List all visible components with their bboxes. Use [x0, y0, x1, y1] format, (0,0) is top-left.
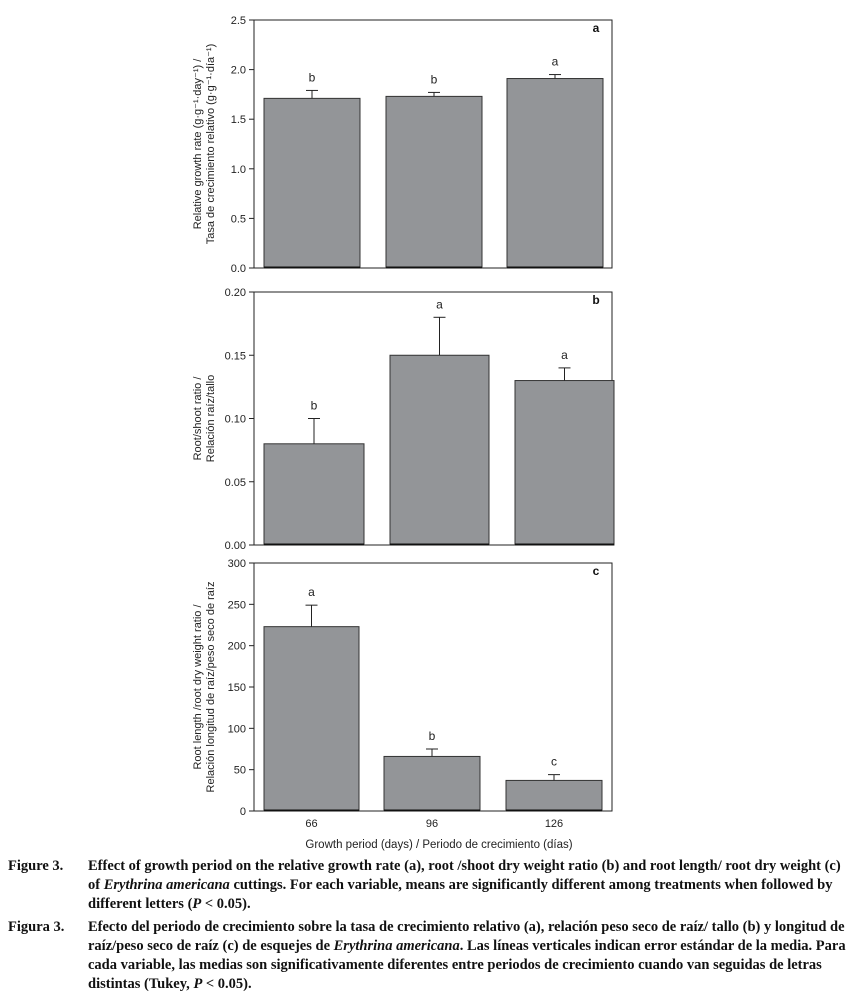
bar-66	[263, 626, 360, 812]
significance-letter: a	[308, 585, 315, 599]
y-axis-label: Root length /root dry weight ratio /Rela…	[192, 582, 217, 793]
caption-label: Figure 3.	[8, 858, 64, 874]
y-axis-label-line: Root/shoot ratio /	[192, 376, 204, 461]
species-name: Erythrina americana	[103, 877, 230, 893]
x-tick-label: 126	[545, 818, 563, 830]
y-tick-label: 50	[234, 765, 246, 777]
x-tick-label: 66	[305, 818, 317, 830]
bar-126	[505, 779, 603, 812]
y-tick-label: 0.00	[225, 540, 246, 552]
y-tick-label: 100	[228, 723, 246, 735]
y-tick-label: 1.5	[231, 114, 246, 126]
y-axis-label-line: Tasa de crecimiento relativo (g·g⁻¹·día⁻…	[205, 44, 217, 245]
figure-caption-spanish: Figura 3. Efecto del periodo de crecimie…	[8, 918, 846, 994]
y-axis-label: Root/shoot ratio /Relación raíz/tallo	[192, 375, 217, 462]
bar-96	[383, 755, 481, 812]
species-name: Erythrina americana	[333, 938, 460, 954]
y-tick-label: 0	[240, 806, 246, 818]
y-tick-label: 0.0	[231, 263, 246, 275]
bar-96	[389, 354, 490, 546]
y-axis-label-line: Relative growth rate (g·g⁻¹·day⁻¹) /	[192, 58, 204, 229]
figure-caption-english: Figure 3. Effect of growth period on the…	[8, 857, 846, 914]
bar-126	[506, 78, 604, 269]
y-tick-label: 0.20	[225, 287, 246, 299]
y-tick-label: 200	[228, 641, 246, 653]
y-tick-label: 0.15	[225, 350, 246, 362]
bar-96	[385, 95, 483, 269]
x-axis-label: Growth period (days) / Periodo de crecim…	[305, 839, 572, 851]
y-axis-label-line: Relación longitud de raíz/peso seco de r…	[205, 582, 217, 793]
panel-letter: b	[592, 293, 599, 307]
significance-letter: a	[561, 348, 568, 362]
y-tick-label: 2.0	[231, 65, 246, 77]
bar-126	[514, 380, 615, 546]
y-tick-label: 0.5	[231, 213, 246, 225]
y-axis-label-line: Relación raíz/tallo	[205, 375, 217, 462]
chart-panel-c: 0 50 100 150 200 250 300 Root length /root dry …	[192, 558, 613, 851]
panel-letter: a	[593, 21, 600, 35]
chart-panel-b: 0.00 0.05 0.10 0.15 0.20 Root/shoot ratio /Re…	[192, 287, 615, 552]
panel-letter: c	[593, 564, 600, 578]
significance-letter: b	[431, 72, 438, 86]
y-tick-label: 2.5	[231, 15, 246, 27]
y-tick-label: 0.05	[225, 477, 246, 489]
y-tick-label: 300	[228, 558, 246, 570]
significance-letter: a	[436, 297, 443, 311]
bar-66	[263, 443, 365, 546]
bar-66	[263, 97, 361, 269]
significance-letter: c	[551, 755, 557, 769]
y-tick-label: 150	[228, 682, 246, 694]
caption-text: Efecto del periodo de crecimiento sobre …	[88, 919, 846, 992]
significance-letter: b	[309, 70, 316, 84]
significance-letter: a	[552, 55, 559, 69]
significance-letter: b	[311, 399, 318, 413]
y-tick-label: 250	[228, 599, 246, 611]
y-tick-label: 1.0	[231, 164, 246, 176]
caption-label: Figura 3.	[8, 919, 65, 935]
figure-3-charts: 0.0 0.5 1.0 1.5 2.0 2.5 Relative growth rate (…	[192, 15, 615, 851]
y-axis-label-line: Root length /root dry weight ratio /	[192, 604, 204, 770]
x-tick-label: 96	[426, 818, 438, 830]
caption-text: Effect of growth period on the relative …	[88, 858, 841, 912]
y-axis-label: Relative growth rate (g·g⁻¹·day⁻¹) /Tasa…	[192, 44, 217, 245]
y-tick-label: 0.10	[225, 414, 246, 426]
chart-panel-a: 0.0 0.5 1.0 1.5 2.0 2.5 Relative growth rate (…	[192, 15, 613, 275]
significance-letter: b	[429, 729, 436, 743]
